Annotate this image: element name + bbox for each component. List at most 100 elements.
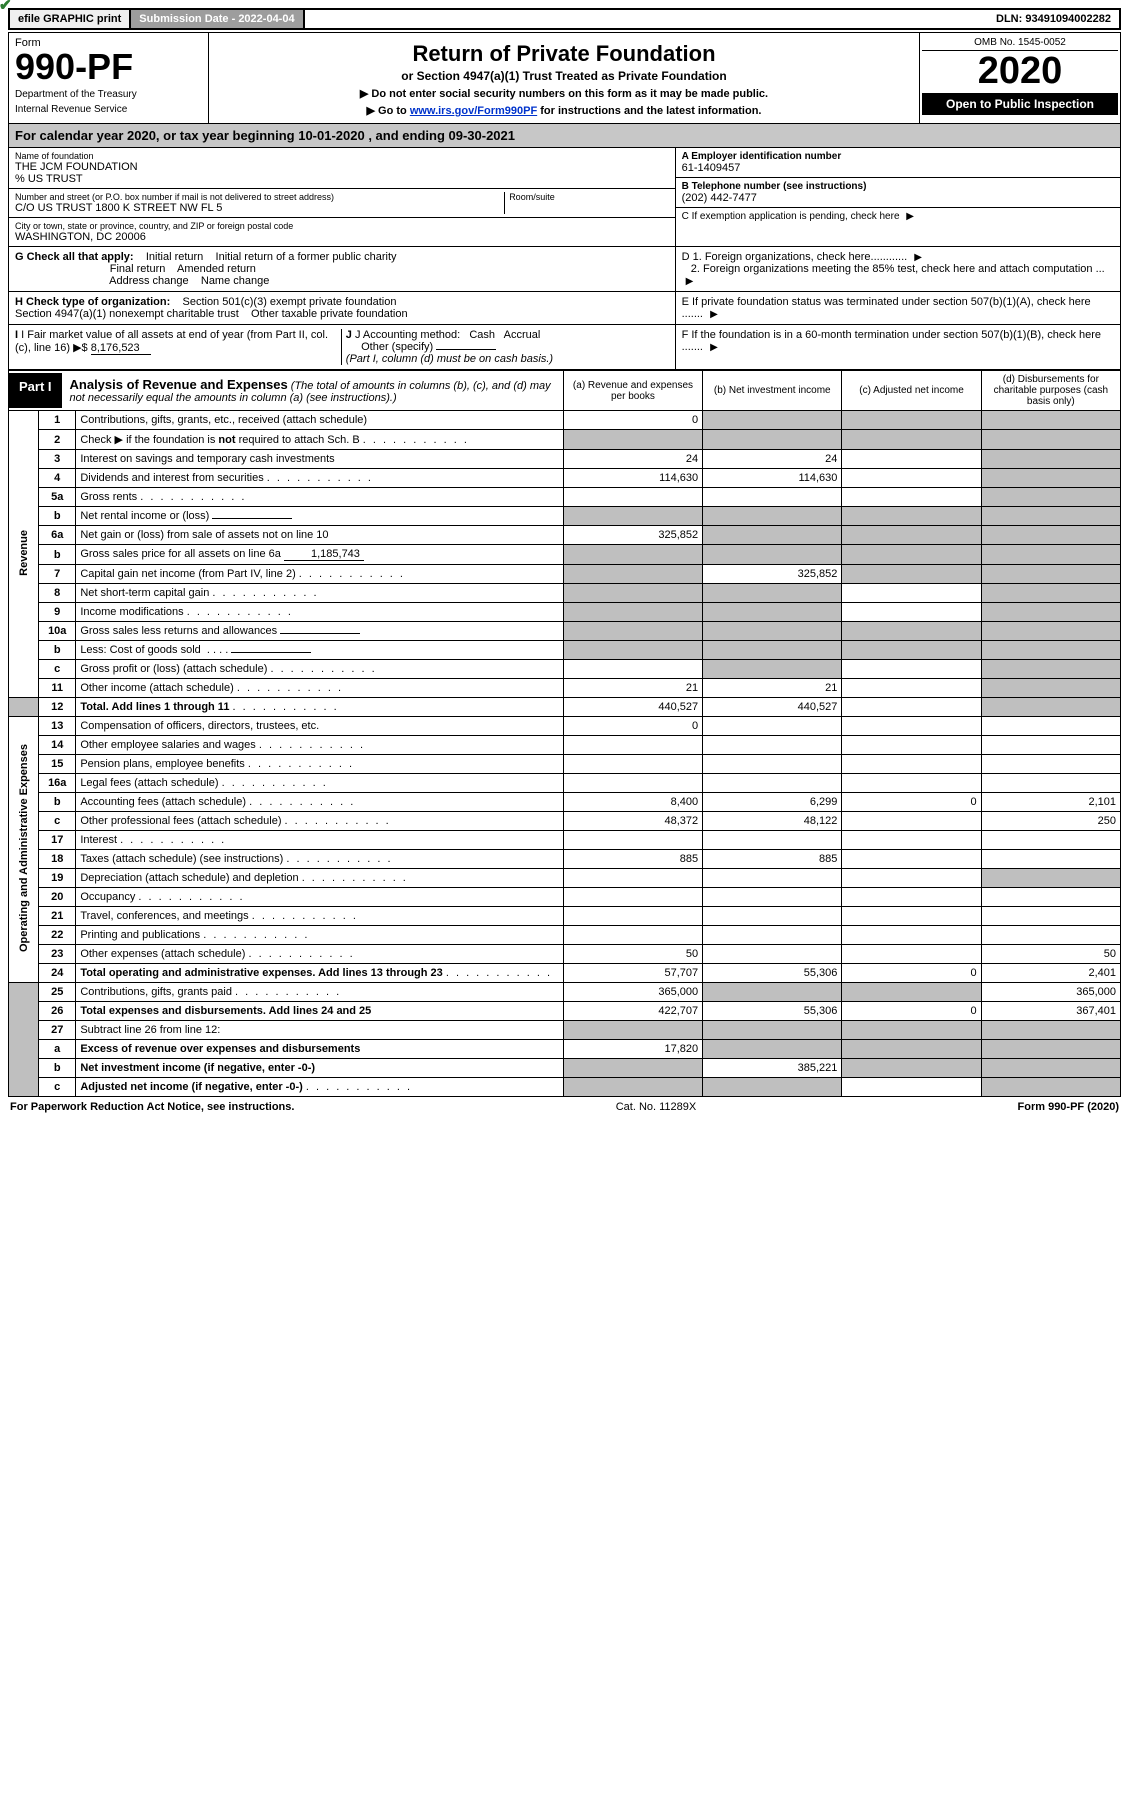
- row-num: 12: [39, 698, 76, 717]
- cell-c: [842, 774, 981, 793]
- row-num: 26: [39, 1002, 76, 1021]
- row-num: 27: [39, 1021, 76, 1040]
- cell-c: [842, 755, 981, 774]
- cell-c: [842, 1078, 981, 1097]
- row-desc: Total operating and administrative expen…: [76, 964, 564, 983]
- cell-b: [703, 888, 842, 907]
- cell-d: [981, 507, 1120, 526]
- j-label: J Accounting method:: [355, 329, 460, 341]
- arrow-icon: [910, 251, 922, 263]
- irs-link[interactable]: www.irs.gov/Form990PF: [410, 105, 537, 117]
- initial-return-label: Initial return: [146, 251, 203, 263]
- table-row: 5a Gross rents: [9, 488, 1121, 507]
- table-row: 11 Other income (attach schedule) 21 21: [9, 679, 1121, 698]
- cell-a: 21: [563, 679, 702, 698]
- care-of: % US TRUST: [15, 173, 669, 185]
- table-row: 4 Dividends and interest from securities…: [9, 469, 1121, 488]
- row-desc: Net rental income or (loss): [76, 507, 564, 526]
- cell-a: 325,852: [563, 526, 702, 545]
- cell-d: [981, 755, 1120, 774]
- cell-a: [563, 488, 702, 507]
- ein-value: 61-1409457: [682, 162, 1114, 174]
- cell-c: [842, 983, 981, 1002]
- row-desc: Subtract line 26 from line 12:: [76, 1021, 564, 1040]
- row-num: 10a: [39, 622, 76, 641]
- row-desc: Check ▶ if the foundation is not require…: [76, 430, 564, 450]
- row-desc: Net investment income (if negative, ente…: [76, 1059, 564, 1078]
- cell-a: 114,630: [563, 469, 702, 488]
- table-row: b Net investment income (if negative, en…: [9, 1059, 1121, 1078]
- table-row: 27 Subtract line 26 from line 12:: [9, 1021, 1121, 1040]
- table-row: c Other professional fees (attach schedu…: [9, 812, 1121, 831]
- form-header: Form 990-PF Department of the Treasury I…: [8, 32, 1121, 124]
- cell-d: [981, 660, 1120, 679]
- cell-b: [703, 622, 842, 641]
- cell-d: [981, 1040, 1120, 1059]
- other-method-line: [436, 349, 496, 350]
- exemption-cell: C If exemption application is pending, c…: [676, 208, 1120, 225]
- row-num: 15: [39, 755, 76, 774]
- city-cell: City or town, state or province, country…: [9, 218, 675, 246]
- cell-c: 0: [842, 1002, 981, 1021]
- row-desc: Other income (attach schedule): [76, 679, 564, 698]
- phone-value: (202) 442-7477: [682, 192, 1114, 204]
- row-desc: Contributions, gifts, grants, etc., rece…: [76, 411, 564, 430]
- efile-print-button[interactable]: efile GRAPHIC print: [10, 10, 131, 28]
- street-value: C/O US TRUST 1800 K STREET NW FL 5: [15, 202, 500, 214]
- cell-d: [981, 565, 1120, 584]
- table-row: 18 Taxes (attach schedule) (see instruct…: [9, 850, 1121, 869]
- cell-d: [981, 1059, 1120, 1078]
- h-label: H Check type of organization:: [15, 296, 170, 308]
- cell-d: [981, 888, 1120, 907]
- row-desc: Compensation of officers, directors, tru…: [76, 717, 564, 736]
- cell-b: 325,852: [703, 565, 842, 584]
- row-desc: Net gain or (loss) from sale of assets n…: [76, 526, 564, 545]
- header-right: OMB No. 1545-0052 2020 Open to Public In…: [920, 33, 1120, 123]
- foundation-info: Name of foundation THE JCM FOUNDATION % …: [8, 148, 1121, 247]
- gross-sales-less-input: [280, 633, 360, 634]
- check-section: G Check all that apply: Initial return I…: [8, 247, 1121, 370]
- cell-b: [703, 869, 842, 888]
- final-return-label: Final return: [110, 263, 166, 275]
- foundation-name-cell: Name of foundation THE JCM FOUNDATION % …: [9, 148, 675, 189]
- row-desc: Gross profit or (loss) (attach schedule): [76, 660, 564, 679]
- check-left: G Check all that apply: Initial return I…: [9, 247, 676, 369]
- cell-c: [842, 869, 981, 888]
- table-row: Revenue 1 Contributions, gifts, grants, …: [9, 411, 1121, 430]
- header-left: Form 990-PF Department of the Treasury I…: [9, 33, 209, 123]
- cell-a: 8,400: [563, 793, 702, 812]
- d1-label: D 1. Foreign organizations, check here..…: [682, 251, 908, 263]
- table-row: b Less: Cost of goods sold . . . .: [9, 641, 1121, 660]
- cell-b: 6,299: [703, 793, 842, 812]
- side-spacer: [9, 983, 39, 1097]
- row-num: b: [39, 1059, 76, 1078]
- cell-c: [842, 926, 981, 945]
- row-num: c: [39, 660, 76, 679]
- cell-a: 440,527: [563, 698, 702, 717]
- paperwork-notice: For Paperwork Reduction Act Notice, see …: [10, 1101, 294, 1113]
- row-desc: Travel, conferences, and meetings: [76, 907, 564, 926]
- table-row: c Adjusted net income (if negative, ente…: [9, 1078, 1121, 1097]
- row-desc: Less: Cost of goods sold . . . .: [76, 641, 564, 660]
- cell-c: [842, 736, 981, 755]
- cell-c: [842, 679, 981, 698]
- cell-c: [842, 698, 981, 717]
- dln-number: DLN: 93491094002282: [988, 10, 1119, 28]
- table-row: c Gross profit or (loss) (attach schedul…: [9, 660, 1121, 679]
- row-num: 19: [39, 869, 76, 888]
- table-row: 19 Depreciation (attach schedule) and de…: [9, 869, 1121, 888]
- row-num: 16a: [39, 774, 76, 793]
- cell-c: [842, 1059, 981, 1078]
- cell-b: 114,630: [703, 469, 842, 488]
- cell-a: [563, 641, 702, 660]
- cell-d: [981, 850, 1120, 869]
- fmv-value: 8,176,523: [91, 342, 151, 355]
- page-footer: For Paperwork Reduction Act Notice, see …: [8, 1097, 1121, 1117]
- table-row: 26 Total expenses and disbursements. Add…: [9, 1002, 1121, 1021]
- phone-cell: B Telephone number (see instructions) (2…: [676, 178, 1120, 208]
- cell-b: [703, 488, 842, 507]
- cell-b: [703, 831, 842, 850]
- cell-a: 24: [563, 450, 702, 469]
- cell-a: [563, 565, 702, 584]
- cell-a: [563, 1021, 702, 1040]
